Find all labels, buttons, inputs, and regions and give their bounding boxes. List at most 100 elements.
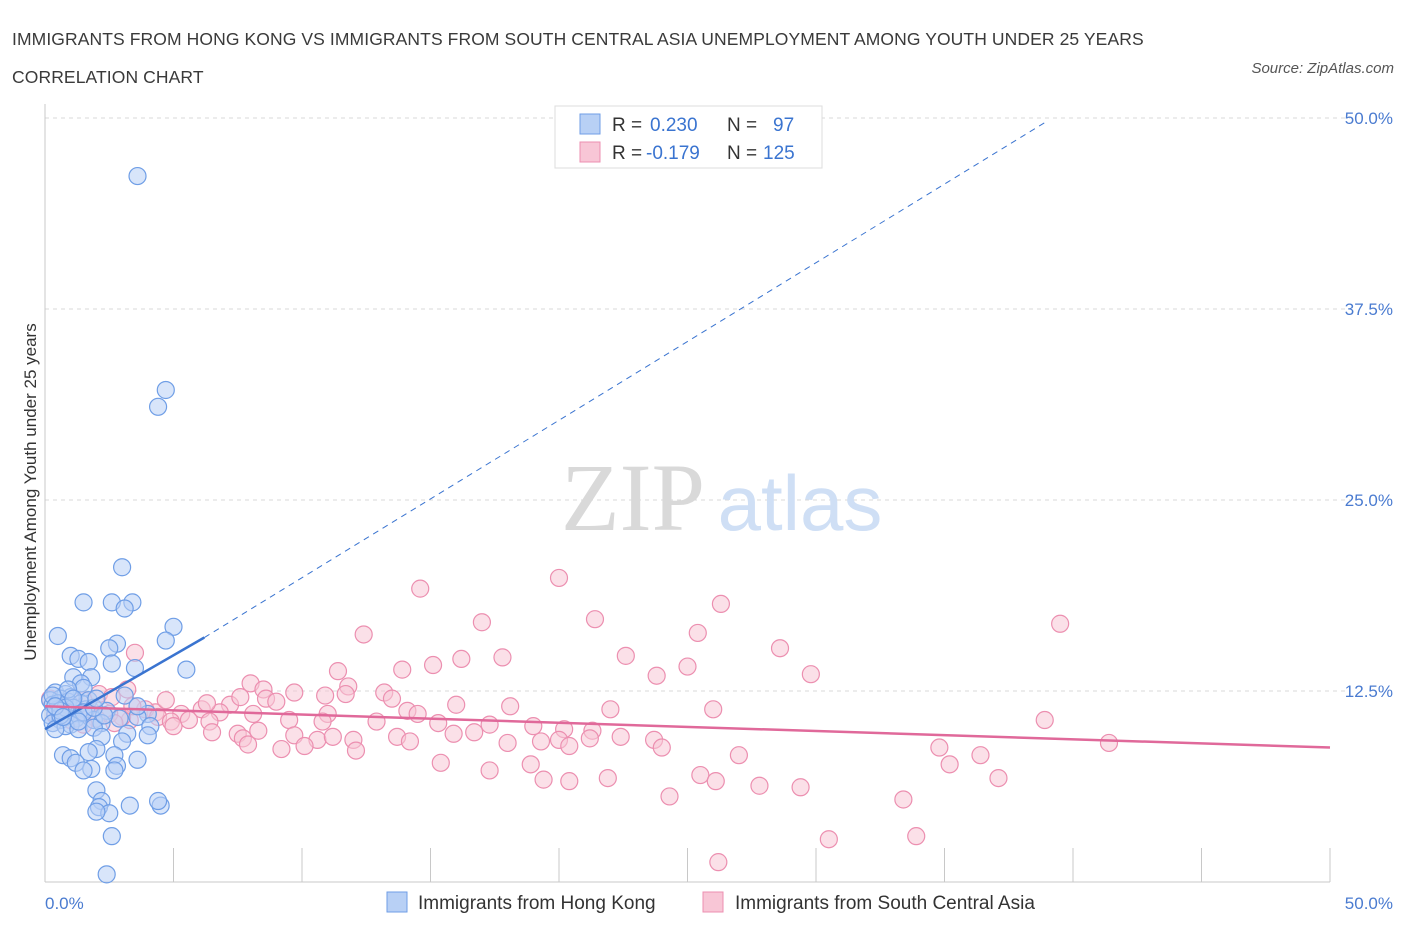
source-label: Source: ZipAtlas.com [1251, 60, 1394, 77]
sca-point [1035, 710, 1054, 730]
hk-point [156, 380, 175, 400]
sca-point [423, 655, 443, 675]
sca-point [531, 732, 551, 751]
legend-n-label-2: N = [727, 143, 757, 164]
sca-point [202, 723, 222, 742]
sca-point [706, 772, 725, 791]
hk-point [102, 827, 121, 846]
sca-point [585, 610, 605, 629]
sca-point [346, 741, 366, 760]
sca-point [267, 692, 286, 711]
sca-point [480, 715, 499, 734]
series-south-central-asia-points [41, 568, 1119, 872]
sca-point [452, 649, 471, 669]
sca-point [598, 768, 617, 788]
hk-point [156, 631, 175, 650]
bottom-legend-swatch-south-central-asia [702, 891, 724, 913]
x-tick-label-start: 0.0% [45, 894, 84, 913]
sca-point [580, 729, 599, 748]
series-hong-kong-points [41, 166, 196, 884]
sca-point [272, 739, 291, 759]
sca-point [164, 717, 183, 736]
sca-point [197, 694, 217, 713]
stats-legend: R = 0.230 N = 97 R = -0.179 N = 125 [554, 105, 823, 169]
gridlines [45, 117, 1350, 692]
legend-n-value-2: 125 [763, 143, 795, 164]
hk-point [69, 712, 88, 731]
y-axis-label: Unemployment Among Youth under 25 years [21, 323, 40, 660]
sca-point [313, 712, 332, 731]
sca-point [408, 704, 427, 724]
sca-point [295, 736, 314, 756]
sca-point [524, 717, 543, 736]
sca-point [560, 772, 579, 791]
sca-point [940, 755, 959, 774]
legend-n-label-1: N = [727, 115, 757, 136]
sca-point [660, 787, 679, 806]
legend-r-label-1: R = [612, 115, 642, 136]
axes [44, 104, 1331, 883]
hk-point [128, 697, 147, 716]
sca-point [691, 765, 710, 785]
hk-point [64, 689, 83, 708]
bottom-legend-label-south-central-asia: Immigrants from South Central Asia [735, 893, 1035, 914]
sca-point [704, 700, 723, 719]
sca-point [447, 695, 466, 714]
hk-point [102, 654, 121, 673]
sca-point [179, 710, 199, 730]
hk-point [148, 397, 168, 416]
sca-point [429, 713, 448, 733]
sca-point [1099, 733, 1119, 753]
y-tick-label: 37.5% [1345, 300, 1393, 319]
sca-point [770, 639, 790, 658]
hk-point [48, 626, 67, 646]
legend-n-value-1: 97 [773, 115, 794, 136]
sca-point [907, 827, 926, 846]
hk-point [128, 166, 147, 186]
sca-point [336, 684, 355, 704]
legend-r-value-2: -0.179 [646, 143, 700, 164]
hk-point [97, 865, 116, 884]
sca-point [125, 643, 145, 662]
sca-point [393, 660, 412, 679]
legend-r-label-2: R = [612, 143, 642, 164]
sca-point [431, 753, 450, 772]
hk-point [105, 761, 124, 780]
sca-point [285, 683, 304, 702]
legend-r-value-1: 0.230 [650, 115, 698, 136]
bottom-legend-label-hong-kong: Immigrants from Hong Kong [418, 893, 656, 914]
y-tick-labels: 12.5% 25.0% 37.5% 50.0% [1345, 109, 1393, 701]
sca-point [493, 648, 512, 667]
hk-point [112, 732, 132, 751]
sca-point [521, 755, 540, 774]
hk-point [74, 593, 93, 612]
sca-point [678, 657, 697, 676]
sca-point [801, 665, 820, 684]
hk-trend-solid [44, 636, 205, 731]
chart-title: IMMIGRANTS FROM HONG KONG VS IMMIGRANTS … [12, 29, 1144, 87]
hk-point [115, 599, 134, 618]
hk-point [120, 796, 139, 815]
hk-point [128, 750, 147, 769]
hk-point [115, 686, 134, 705]
sca-point [791, 778, 810, 797]
hk-point [148, 791, 168, 811]
sca-point [750, 776, 769, 795]
hk-point [138, 726, 157, 745]
sca-point [647, 666, 666, 685]
sca-point [534, 770, 553, 789]
sca-point [560, 736, 579, 756]
sca-point [894, 790, 913, 809]
sca-point [711, 594, 731, 614]
watermark-zip: ZIP [561, 444, 705, 551]
sca-point [729, 746, 749, 765]
bottom-legend-swatch-hong-kong [386, 891, 408, 913]
hk-point [112, 558, 132, 577]
sca-point [354, 625, 373, 644]
hk-point [177, 660, 196, 679]
x-tick-label-end: 50.0% [1345, 894, 1393, 913]
sca-point [989, 768, 1008, 788]
sca-point [480, 761, 499, 780]
y-tick-label: 25.0% [1345, 491, 1393, 510]
